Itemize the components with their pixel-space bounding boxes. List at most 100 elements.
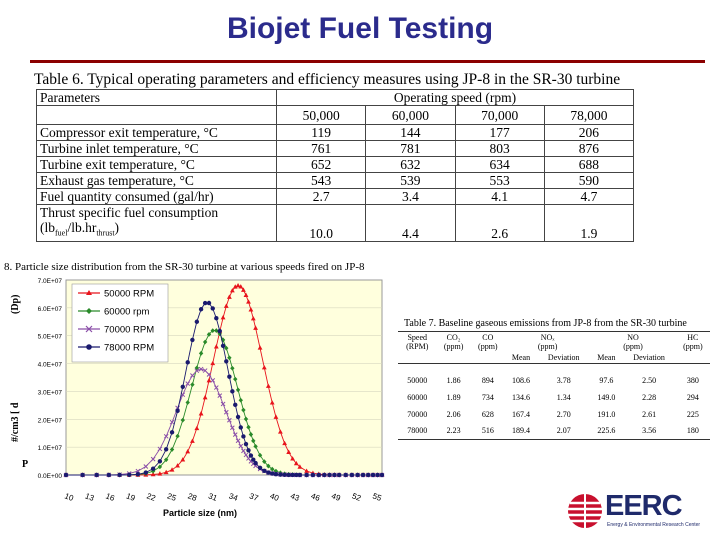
x-tick-label: 40 — [269, 491, 281, 503]
cell: 894 — [481, 375, 494, 385]
tsfc-line1: Thrust specific fuel consumption — [40, 205, 219, 220]
legend: 50000 RPM 60000 rpm 70000 RPM 78000 RPM — [71, 283, 169, 363]
cell: 4.4 — [365, 204, 456, 242]
data-point — [293, 460, 299, 466]
data-point — [220, 401, 226, 407]
data-point — [266, 470, 271, 475]
data-point — [229, 287, 235, 293]
y-ticks: 7.0E+07 6.0E+07 5.0E+07 4.0E+07 3.0E+07 2.0E+… — [38, 278, 63, 480]
table-row: 78000 2.23 516 189.4 2.07 225.6 3.56 180 — [398, 422, 710, 440]
y-tick-label: 6.0E+07 — [38, 306, 63, 313]
data-point — [262, 468, 267, 474]
legend-marker — [86, 344, 92, 350]
data-point — [246, 299, 251, 304]
cell: 2.6 — [454, 204, 545, 242]
table7: Speed (RPM) CO₂ (ppm) CO (ppm) NOₓ (ppm) NO(… — [398, 331, 710, 440]
eerc-globe-icon — [568, 494, 602, 528]
data-point — [180, 417, 185, 423]
data-point — [223, 409, 229, 415]
data-point — [190, 438, 195, 443]
data-point — [316, 472, 321, 478]
data-point — [270, 466, 275, 472]
x-tick-label: 13 — [84, 491, 96, 503]
x-tick-label: 22 — [145, 491, 157, 503]
legend-label: 50000 RPM — [104, 289, 154, 300]
data-point — [273, 472, 279, 477]
x-axis-label: Particle size (nm) — [163, 508, 237, 518]
x-tick-label: 25 — [166, 491, 178, 503]
data-point — [143, 470, 149, 475]
chart-svg: P #/cm3 [ d (Dp) 7.0E+07 6.0E+07 5.0E+07 4.… — [10, 278, 385, 518]
legend-label: 78000 RPM — [104, 343, 154, 354]
legend-label: 60000 rpm — [104, 307, 150, 318]
data-point — [238, 284, 244, 289]
cell: 177 — [454, 124, 545, 141]
cell: 2.23 — [436, 422, 471, 440]
cell: 761 — [275, 140, 367, 157]
data-point — [257, 465, 263, 471]
data-point — [150, 456, 156, 462]
data-point — [322, 472, 327, 478]
data-point — [238, 397, 243, 403]
data-point — [379, 472, 385, 478]
data-point — [185, 400, 190, 405]
row-label: Compressor exit temperature, °C — [36, 124, 277, 141]
header-speed: Speed (RPM) — [398, 331, 437, 352]
data-point — [248, 432, 254, 437]
data-point — [265, 383, 271, 388]
cell: 634 — [454, 156, 545, 173]
data-point — [198, 350, 204, 356]
cell: 294 — [686, 392, 699, 402]
x-tick-label: 34 — [228, 491, 240, 503]
tsfc-sub-thrust: thrust — [96, 228, 115, 238]
data-point — [185, 360, 190, 365]
data-point — [232, 432, 238, 437]
table6-header-speed: Operating speed (rpm) — [276, 89, 634, 106]
data-point — [282, 472, 287, 478]
data-point — [297, 472, 303, 478]
data-point — [157, 446, 163, 452]
cell: 652 — [275, 156, 367, 173]
tsfc-line2: (lbfuel/lb.hrthrust) — [40, 220, 273, 241]
cell: 4.7 — [543, 188, 635, 205]
cell: 10.0 — [275, 204, 367, 242]
header-co2-l2: (ppm) — [443, 342, 464, 351]
data-point — [261, 365, 267, 370]
table-row: 50000 1.86 894 108.6 3.78 97.6 2.50 380 — [398, 372, 710, 389]
table6-crop-edge — [0, 243, 720, 247]
data-point — [157, 471, 163, 476]
data-point — [304, 472, 309, 478]
data-point — [349, 472, 355, 478]
table6-speed: 78,000 — [543, 105, 635, 125]
x-tick-label: 10 — [63, 491, 75, 503]
data-point — [375, 472, 380, 478]
cell: 180 — [675, 422, 710, 440]
table-row: Fuel quantity consumed (gal/hr) 2.7 3.4 … — [36, 188, 635, 205]
data-point — [273, 414, 279, 419]
cell: 2.70 — [556, 409, 571, 419]
data-point — [336, 472, 342, 478]
data-point — [185, 381, 191, 387]
data-point — [127, 472, 132, 478]
x-tick-label: 52 — [351, 491, 363, 503]
data-point — [253, 460, 258, 466]
data-point — [355, 472, 360, 478]
data-point — [251, 457, 256, 462]
data-point — [163, 469, 169, 475]
cell: 688 — [543, 156, 635, 173]
y-axis-label-text: #/cm3 [ d — [10, 402, 21, 442]
data-point — [210, 378, 216, 383]
data-point — [202, 368, 208, 373]
data-point — [175, 463, 180, 468]
table-row: 70000 2.06 628 167.4 2.70 191.0 2.61 225 — [398, 406, 710, 423]
legend-label: 70000 RPM — [104, 325, 154, 336]
data-point — [175, 408, 180, 414]
data-point — [235, 282, 241, 288]
tsfc-end: ) — [114, 220, 120, 235]
header-nox-deviation: Deviation — [537, 352, 591, 364]
data-point — [243, 292, 249, 297]
tsfc-sub-fuel: fuel — [55, 228, 68, 238]
data-point — [243, 441, 249, 447]
cell: 380 — [686, 375, 699, 385]
y-tick-label: 5.0E+07 — [38, 334, 63, 341]
